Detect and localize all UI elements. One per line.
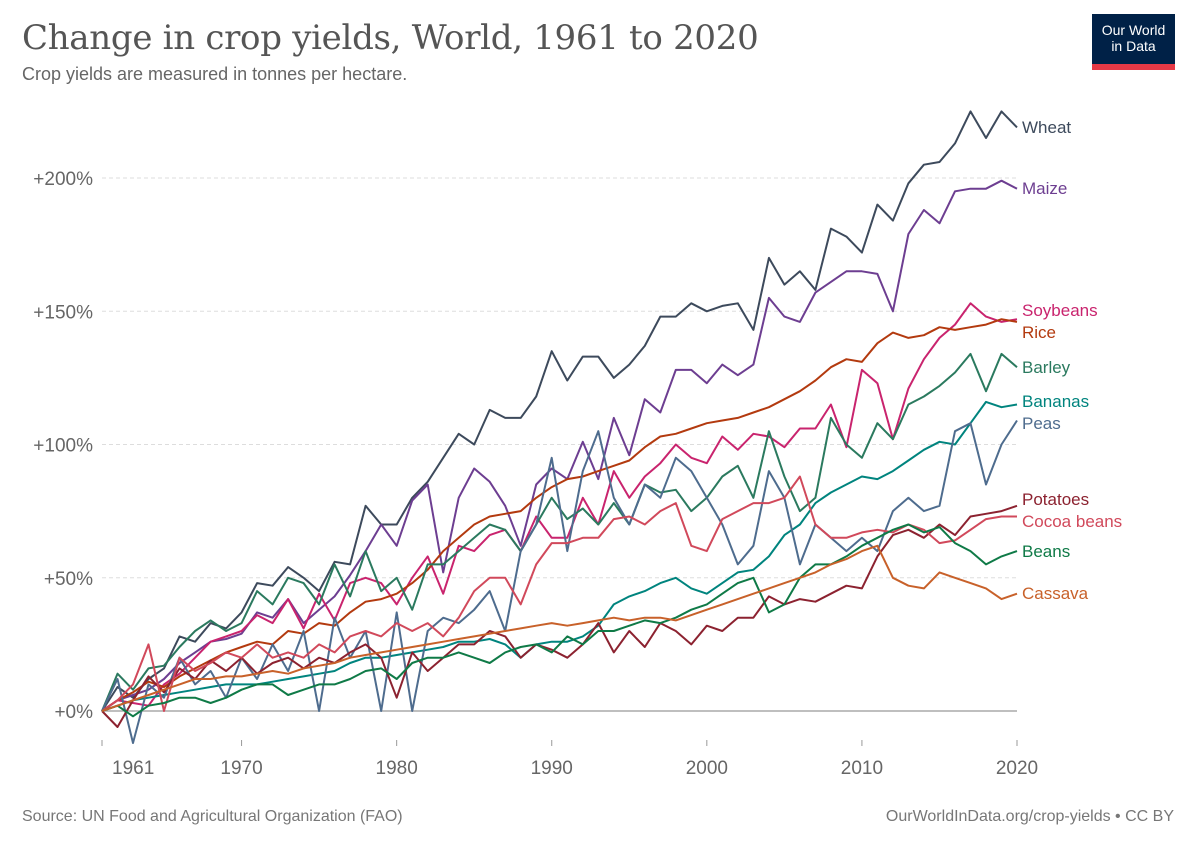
x-tick-label: 2020 [996, 758, 1038, 779]
series-label-maize: Maize [1022, 179, 1067, 198]
x-tick-label: 1990 [531, 758, 573, 779]
series-line-wheat [101, 110, 1018, 712]
owid-logo[interactable]: Our World in Data [1092, 14, 1175, 70]
x-tick-label: 2000 [686, 758, 728, 779]
series-label-peas: Peas [1022, 414, 1061, 433]
x-tick-label: 1970 [220, 758, 262, 779]
x-tick-label: 1961 [112, 758, 154, 779]
series-lines [101, 110, 1018, 744]
grid-layer [102, 177, 1017, 712]
y-tick-label: +0% [54, 702, 93, 723]
series-line-maize [101, 179, 1018, 712]
credit-link[interactable]: OurWorldInData.org/crop-yields • CC BY [885, 808, 1174, 825]
series-label-cassava: Cassava [1022, 584, 1089, 603]
series-label-soybeans: Soybeans [1022, 301, 1098, 320]
series-line-cocoa-beans [101, 475, 1017, 712]
series-label-wheat: Wheat [1022, 118, 1071, 137]
series-label-rice: Rice [1022, 323, 1056, 342]
y-tick-label: +150% [33, 302, 93, 323]
x-tick-label: 2010 [841, 758, 883, 779]
series-label-beans: Beans [1022, 542, 1070, 561]
y-axis: +0% +50% +100% +150% +200% [33, 169, 93, 723]
series-label-cocoa-beans: Cocoa beans [1022, 512, 1122, 531]
series-line-potatoes [101, 504, 1018, 728]
series-line-cassava [101, 544, 1018, 712]
logo-line-1: Our World [1101, 22, 1166, 38]
logo-line-2: in Data [1111, 38, 1156, 54]
y-tick-label: +50% [44, 569, 93, 590]
series-labels: Wheat Maize Soybeans Rice Barley Bananas Peas P… [1022, 118, 1122, 603]
chart-subtitle: Crop yields are measured in tonnes per h… [22, 64, 408, 84]
chart-title: Change in crop yields, World, 1961 to 20… [22, 18, 759, 58]
series-line-peas [101, 419, 1018, 744]
source-note: Source: UN Food and Agricultural Organiz… [22, 808, 403, 825]
series-line-soybeans [101, 302, 1018, 712]
x-tick-label: 1980 [376, 758, 418, 779]
y-tick-label: +200% [33, 169, 93, 190]
series-label-potatoes: Potatoes [1022, 490, 1089, 509]
series-line-rice [101, 318, 1018, 712]
series-label-bananas: Bananas [1022, 392, 1089, 411]
series-line-beans [101, 523, 1018, 718]
y-tick-label: +100% [33, 436, 93, 457]
series-label-barley: Barley [1022, 358, 1071, 377]
x-axis: 1961 1970 1980 1990 2000 2010 2020 [101, 740, 1038, 779]
